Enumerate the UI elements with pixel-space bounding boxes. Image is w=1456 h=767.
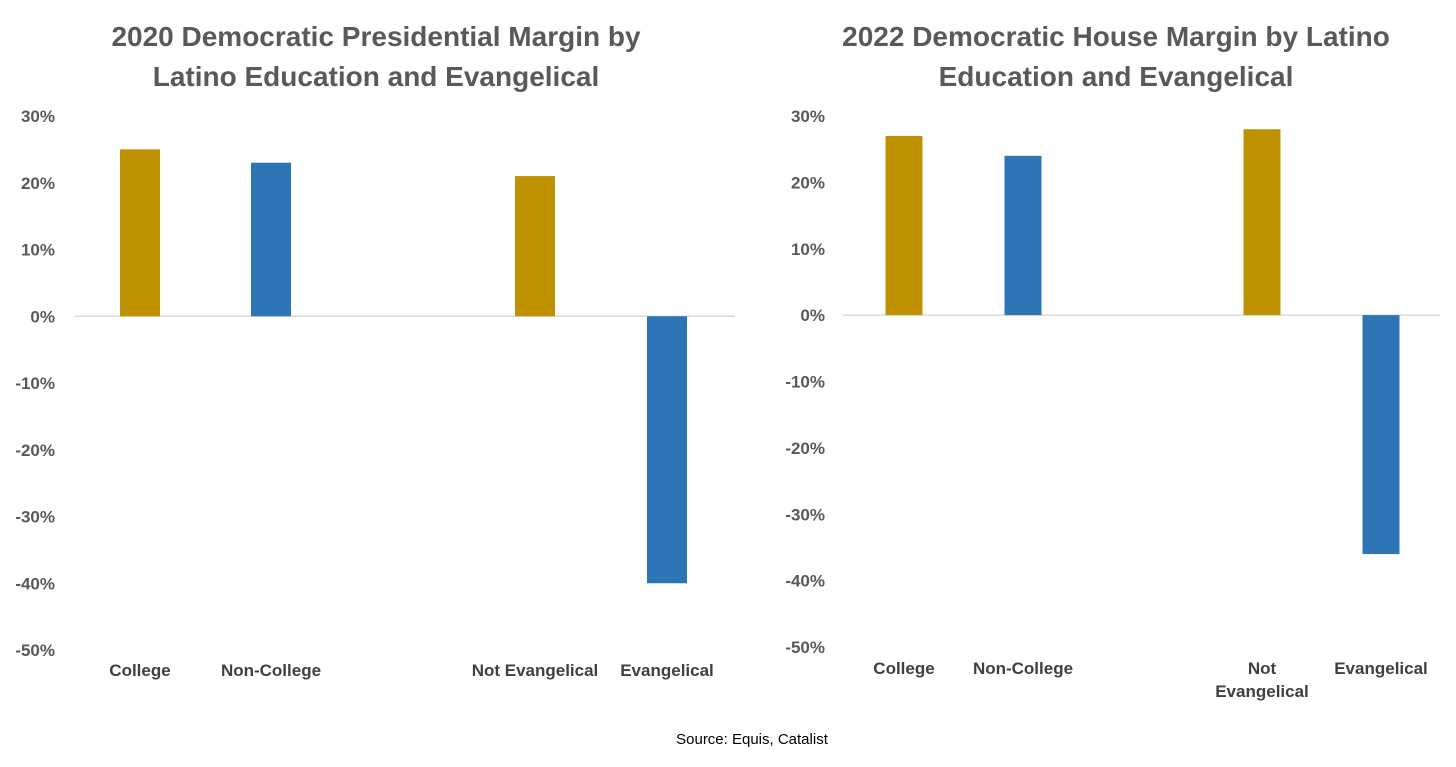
- category-label-line: Evangelical: [620, 661, 714, 680]
- category-label: Not Evangelical: [1215, 659, 1309, 701]
- bar-non-college: [251, 162, 291, 317]
- category-label: Evangelical: [1334, 659, 1428, 678]
- category-label: Non-College: [973, 659, 1073, 678]
- y-tick-label: -50%: [785, 638, 825, 657]
- y-tick-label: -40%: [785, 572, 825, 591]
- bar-not-evangelical: [515, 176, 555, 317]
- bar-evangelical: [647, 316, 687, 584]
- chart-title-line: 2022 Democratic House Margin by Latino: [842, 21, 1390, 52]
- source-note: Source: Equis, Catalist: [676, 731, 829, 748]
- category-label: Non-College: [221, 661, 321, 680]
- chart-title-line: Latino Education and Evangelical: [153, 61, 600, 92]
- y-tick-label: 30%: [791, 107, 825, 126]
- y-tick-label: 0%: [800, 306, 825, 325]
- category-label-line: Non-College: [221, 661, 321, 680]
- y-tick-label: -20%: [785, 439, 825, 458]
- y-tick-label: -10%: [785, 373, 825, 392]
- y-tick-label: -20%: [15, 441, 55, 460]
- y-tick-label: -30%: [785, 505, 825, 524]
- category-label-line: Not Evangelical: [472, 661, 599, 680]
- y-tick-label: -50%: [15, 641, 55, 660]
- chart-title: 2022 Democratic House Margin by Latino Ed…: [842, 21, 1390, 92]
- y-tick-label: 10%: [21, 241, 55, 260]
- y-tick-label: -10%: [15, 374, 55, 393]
- category-label-line: Not: [1248, 659, 1277, 678]
- category-label-line: Evangelical: [1215, 682, 1309, 701]
- category-label-line: College: [109, 661, 170, 680]
- category-label-line: Evangelical: [1334, 659, 1428, 678]
- category-label: College: [873, 659, 934, 678]
- category-label: Not Evangelical: [472, 661, 599, 680]
- y-tick-label: 10%: [791, 240, 825, 259]
- chart-title-line: 2020 Democratic Presidential Margin by: [111, 21, 641, 52]
- y-tick-label: 20%: [21, 174, 55, 193]
- chart-2020-presidential: 2020 Democratic Presidential Margin by La…: [15, 21, 735, 680]
- y-tick-label: 30%: [21, 107, 55, 126]
- category-label-line: Non-College: [973, 659, 1073, 678]
- y-tick-label: 20%: [791, 173, 825, 192]
- y-tick-label: 0%: [30, 307, 55, 326]
- category-label-line: College: [873, 659, 934, 678]
- bar-evangelical: [1362, 315, 1400, 555]
- chart-title: 2020 Democratic Presidential Margin by La…: [111, 21, 641, 92]
- category-label: Evangelical: [620, 661, 714, 680]
- bar-college: [120, 149, 160, 317]
- y-tick-label: -40%: [15, 574, 55, 593]
- bar-non-college: [1004, 155, 1042, 316]
- bar-not-evangelical: [1243, 129, 1281, 316]
- chart-2022-house: 2022 Democratic House Margin by Latino Ed…: [785, 21, 1440, 701]
- chart-title-line: Education and Evangelical: [939, 61, 1294, 92]
- y-tick-label: -30%: [15, 508, 55, 527]
- category-label: College: [109, 661, 170, 680]
- bar-college: [885, 135, 923, 316]
